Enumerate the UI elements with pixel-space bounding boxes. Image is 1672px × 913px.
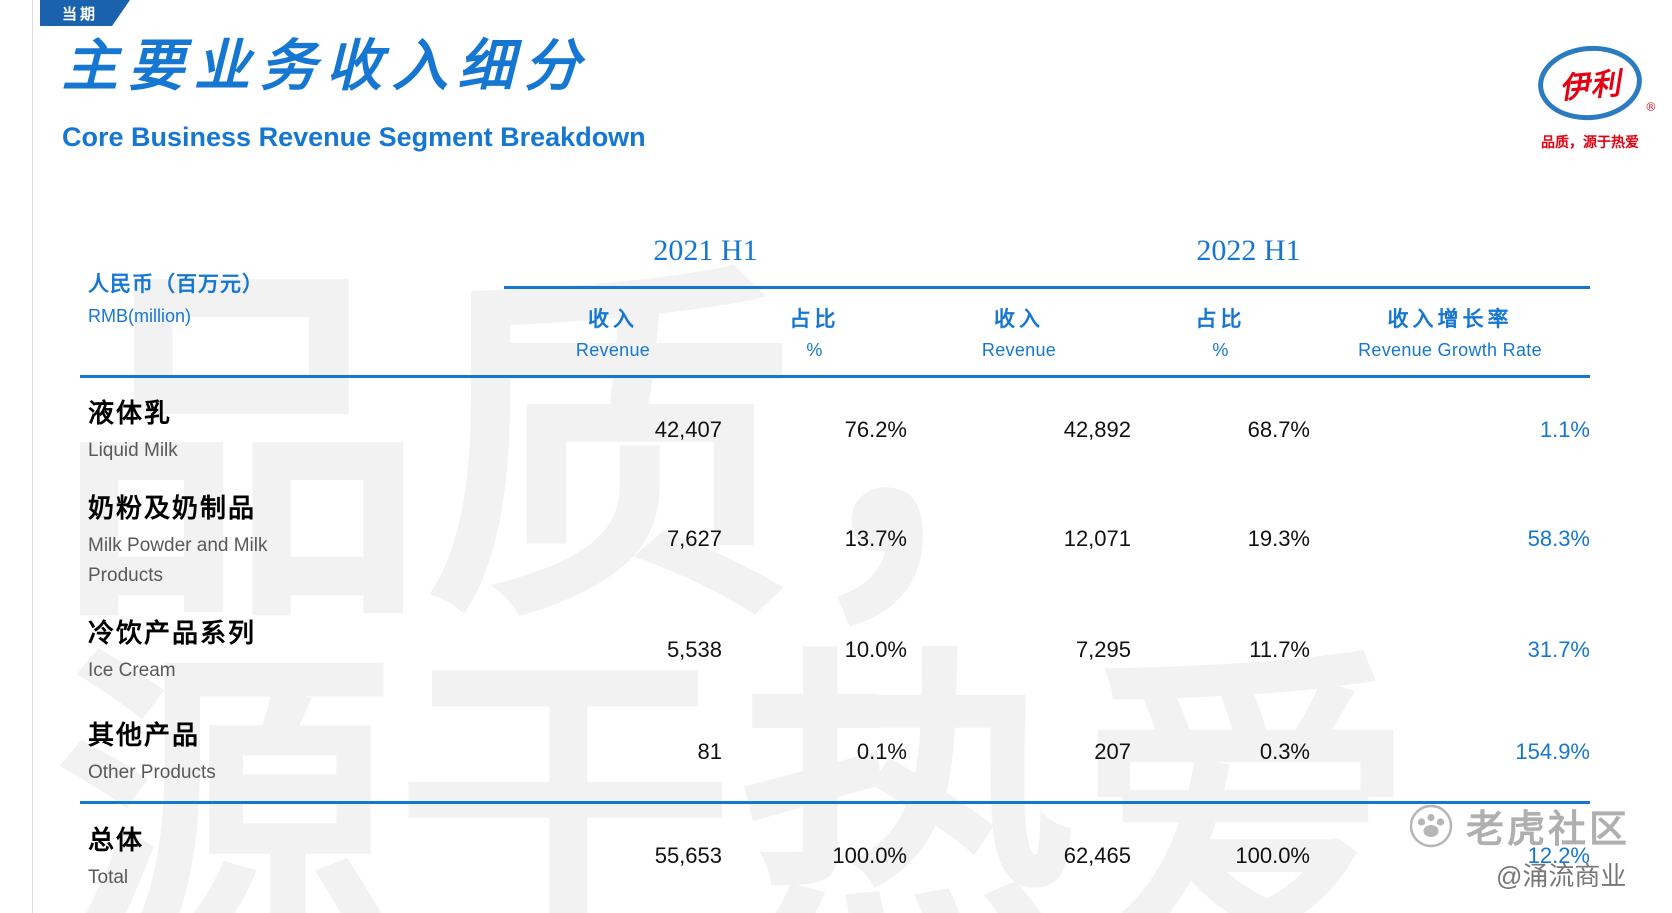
row-label: 冷饮产品系列 Ice Cream [80,613,504,685]
column-header-revenue-2021: 收入 Revenue [504,303,722,361]
row-label-en: Total [88,866,129,888]
row-label: 液体乳 Liquid Milk [80,393,504,465]
cell-share-2021: 13.7% [844,526,907,551]
cell-growth-rate: 1.1% [1539,416,1590,442]
cell-rev-2021: 5,538 [666,636,722,662]
table-row-total: 总体 Total 55,653 100.0% 62,465 100.0% 12.… [80,804,1590,908]
table-row-ice-cream: 冷饮产品系列 Ice Cream 5,538 10.0% 7,295 11.7%… [80,597,1590,702]
period-ribbon: 当期 [40,0,130,26]
cell-rev-2022: 12,071 [1063,526,1131,551]
tiger-community-watermark: 老虎社区 [1408,798,1630,853]
cell-rev-2022: 42,892 [1063,416,1131,442]
row-label-cn: 奶粉及奶制品 [88,494,257,524]
row-label: 总体 Total [80,820,504,892]
cell-share-2022: 100.0% [1235,843,1310,868]
cell-share-2022: 11.7% [1249,636,1310,662]
col-revenue-cn: 收入 [588,308,638,331]
cell-share-2021: 100.0% [832,843,907,868]
table-unit-label: 人民币（百万元） RMB(million) [88,268,264,327]
period-2021-h1: 2021 H1 [653,234,758,267]
cell-growth-rate: 31.7% [1527,636,1590,662]
unit-label-en: RMB(million) [88,306,191,326]
col-share-cn: 占比 [789,308,840,331]
cell-rev-2021: 7,627 [666,526,722,551]
col-revenue-en: Revenue [981,340,1057,360]
col-share-en: % [1212,340,1229,360]
cell-growth-rate: 58.3% [1527,526,1590,551]
table-row-liquid-milk: 液体乳 Liquid Milk 42,407 76.2% 42,892 68.7… [80,378,1590,481]
column-header-revenue-2022: 收入 Revenue [907,303,1131,361]
left-border-line [32,0,33,913]
col-growth-cn: 收入增长率 [1387,308,1513,331]
cell-share-2021: 76.2% [844,416,907,442]
period-ribbon-label: 当期 [62,5,99,23]
row-label-en: Other Products [88,762,216,784]
period-header-row: 2021 H1 2022 H1 [80,216,1590,286]
col-share-cn: 占比 [1195,308,1246,331]
row-label-cn: 总体 [88,825,145,855]
tiger-community-label: 老虎社区 [1466,809,1631,851]
page-title: 主要业务收入细分 [62,34,590,97]
row-label-en: Milk Powder and Milk Products [88,535,268,586]
column-header-row: 收入 Revenue 占比 % 收入 Revenue 占比 % 收入增长率 Re… [80,289,1590,375]
row-label: 奶粉及奶制品 Milk Powder and Milk Products [80,488,504,590]
header-divider [80,375,1590,378]
cell-growth-rate: 154.9% [1515,738,1590,764]
row-label-en: Liquid Milk [88,440,178,462]
cell-share-2021: 10.0% [844,636,907,662]
cell-rev-2022: 207 [1094,738,1131,764]
unit-label-cn: 人民币（百万元） [88,273,264,296]
cell-rev-2021: 81 [697,738,722,764]
cell-share-2022: 68.7% [1247,416,1310,442]
total-divider [80,801,1590,804]
page-subtitle: Core Business Revenue Segment Breakdown [62,122,646,152]
author-handle: @涌流商业 [1496,861,1627,891]
cell-share-2022: 0.3% [1259,738,1310,764]
yili-logo: 伊利 ® 品质，源于热爱 [1530,41,1656,152]
cell-rev-2021: 55,653 [654,843,722,868]
column-header-growth: 收入增长率 Revenue Growth Rate [1310,303,1590,361]
table-row-other-products: 其他产品 Other Products 81 0.1% 207 0.3% 154… [80,702,1590,801]
col-revenue-en: Revenue [575,340,651,360]
cell-rev-2021: 42,407 [654,416,722,442]
column-header-share-2022: 占比 % [1131,303,1310,361]
col-share-en: % [806,340,823,360]
cell-share-2022: 19.3% [1247,526,1310,551]
row-label: 其他产品 Other Products [80,715,504,787]
cell-share-2021: 0.1% [856,738,907,764]
row-label-cn: 其他产品 [88,721,201,751]
yili-logo-text: 伊利 [1557,67,1623,106]
cell-rev-2022: 7,295 [1075,636,1131,662]
yili-logo-oval: 伊利 ® [1534,41,1656,125]
row-label-cn: 液体乳 [88,399,173,429]
col-growth-en: Revenue Growth Rate [1358,340,1542,360]
col-revenue-cn: 收入 [994,308,1044,331]
cell-rev-2022: 62,465 [1063,843,1131,868]
period-underline [504,286,1590,289]
column-header-share-2021: 占比 % [722,303,907,361]
registered-mark: ® [1645,99,1656,115]
tiger-paw-icon [1409,804,1453,847]
period-2022-h1: 2022 H1 [1196,234,1301,267]
revenue-table: 人民币（百万元） RMB(million) 2021 H1 2022 H1 收入… [80,216,1590,908]
row-label-en: Ice Cream [88,660,176,682]
yili-logo-slogan: 品质，源于热爱 [1541,134,1639,150]
row-label-cn: 冷饮产品系列 [88,619,257,649]
table-row-milk-powder: 奶粉及奶制品 Milk Powder and Milk Products 7,6… [80,481,1590,597]
cell-growth-rate: 12.2% [1527,843,1590,868]
